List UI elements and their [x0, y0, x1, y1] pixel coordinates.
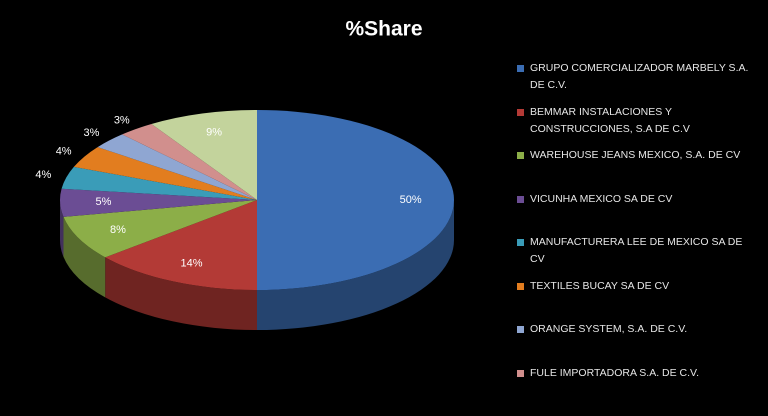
legend-label: FULE IMPORTADORA S.A. DE C.V. — [530, 366, 700, 379]
slice — [60, 188, 257, 217]
slice — [73, 147, 257, 200]
legend-swatch — [517, 152, 524, 159]
legend-item: WAREHOUSE JEANS MEXICO, S.A. DE CV — [512, 147, 757, 191]
legend-label: TEXTILES BUCAY SA DE CV — [530, 279, 670, 292]
slice — [257, 110, 454, 290]
slice — [122, 124, 257, 200]
legend-label: MANUFACTURERA LEE DE MEXICO SA DE CV — [530, 236, 743, 265]
data-label: 3% — [114, 114, 130, 126]
legend-item: FULE IMPORTADORA S.A. DE C.V. — [512, 365, 757, 409]
legend-swatch — [517, 65, 524, 72]
legend-label: BEMMAR INSTALACIONES Y CONSTRUCCIONES, S… — [530, 105, 690, 135]
legend-swatch — [517, 108, 524, 116]
slice-side — [63, 216, 106, 298]
data-label: 4% — [56, 145, 72, 157]
data-label: 14% — [181, 257, 203, 269]
legend-item: MANUFACTURERA LEE DE MEXICO SA DE CV — [512, 234, 757, 278]
legend-swatch — [517, 282, 524, 290]
data-label: 50% — [400, 194, 422, 206]
legend-item: ORANGE SYSTEM, S.A. DE C.V. — [512, 321, 757, 365]
slice — [63, 200, 257, 258]
slice — [61, 166, 257, 200]
legend: GRUPO COMERCIALIZADOR MARBELY S.A. DE C.… — [512, 60, 757, 408]
legend-label: ORANGE SYSTEM, S.A. DE C.V. — [530, 323, 688, 335]
legend-item: VICUNHA MEXICO SA DE CV — [512, 191, 757, 235]
legend-item: BEMMAR INSTALACIONES Y CONSTRUCCIONES, S… — [512, 104, 757, 148]
legend-swatch — [517, 239, 524, 246]
legend-label: GRUPO COMERCIALIZADOR MARBELY S.A. DE C.… — [530, 62, 749, 91]
legend-item: TEXTILES BUCAY SA DE CV — [512, 278, 757, 322]
data-label: 9% — [206, 126, 222, 138]
legend-swatch — [517, 369, 524, 377]
slice — [97, 134, 257, 200]
slice — [105, 200, 257, 290]
slice-side — [60, 200, 64, 257]
slice-side — [257, 200, 454, 330]
data-label: 8% — [110, 224, 126, 236]
legend-swatch — [517, 326, 524, 333]
legend-swatch — [517, 195, 524, 203]
slice-side — [105, 257, 257, 330]
data-label: 4% — [35, 169, 51, 181]
chart-title: %Share — [345, 18, 422, 41]
data-label: 3% — [84, 127, 100, 139]
data-label: 5% — [95, 196, 111, 208]
legend-label: WAREHOUSE JEANS MEXICO, S.A. DE CV — [530, 149, 741, 161]
legend-label: VICUNHA MEXICO SA DE CV — [530, 192, 673, 205]
slice — [151, 110, 257, 200]
legend-item: GRUPO COMERCIALIZADOR MARBELY S.A. DE C.… — [512, 60, 757, 104]
